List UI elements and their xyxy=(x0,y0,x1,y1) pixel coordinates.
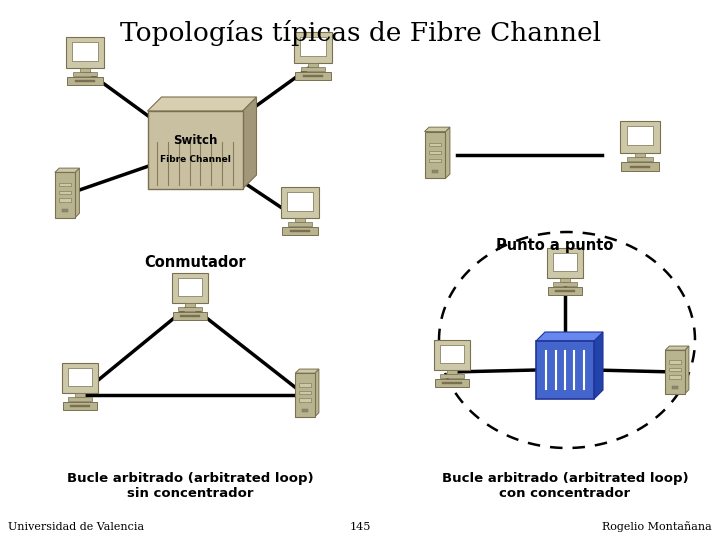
Bar xyxy=(148,111,243,189)
Polygon shape xyxy=(295,369,319,373)
Polygon shape xyxy=(55,168,79,172)
Bar xyxy=(287,222,312,226)
Bar xyxy=(171,273,208,303)
Bar xyxy=(560,278,570,282)
Bar xyxy=(626,126,654,145)
Text: Universidad de Valencia: Universidad de Valencia xyxy=(8,522,144,532)
Bar xyxy=(635,152,645,158)
Bar xyxy=(669,360,681,364)
Bar xyxy=(428,159,441,162)
Polygon shape xyxy=(148,97,256,111)
Bar xyxy=(68,368,92,386)
Bar xyxy=(186,303,194,307)
Text: Rogelio Montañana: Rogelio Montañana xyxy=(602,521,712,532)
Bar xyxy=(281,187,319,218)
Bar xyxy=(442,382,462,384)
Bar xyxy=(300,37,326,56)
Bar xyxy=(294,32,332,63)
Bar xyxy=(66,37,104,68)
Bar xyxy=(63,402,97,410)
Bar xyxy=(178,307,202,310)
Text: 145: 145 xyxy=(349,522,371,532)
Bar xyxy=(181,315,199,316)
Bar xyxy=(440,374,464,378)
Bar xyxy=(71,405,89,407)
Bar xyxy=(665,350,685,394)
Bar xyxy=(439,345,464,363)
Bar xyxy=(76,393,84,397)
Polygon shape xyxy=(446,127,450,178)
Bar xyxy=(173,312,207,320)
Text: Fibre Channel: Fibre Channel xyxy=(160,155,230,164)
Bar xyxy=(62,363,99,393)
Bar xyxy=(290,230,310,232)
Polygon shape xyxy=(594,332,603,399)
Bar xyxy=(299,399,311,402)
Bar xyxy=(308,63,318,68)
Bar xyxy=(536,341,594,399)
Bar xyxy=(447,370,456,374)
Bar xyxy=(433,340,470,370)
Bar xyxy=(621,120,660,152)
Bar xyxy=(630,166,650,167)
Text: Bucle arbitrado (arbitrated loop)
con concentrador: Bucle arbitrado (arbitrated loop) con co… xyxy=(441,472,688,500)
Bar xyxy=(295,72,331,80)
Polygon shape xyxy=(75,168,79,218)
Polygon shape xyxy=(243,97,256,189)
Polygon shape xyxy=(425,127,450,132)
Polygon shape xyxy=(315,369,319,417)
Bar xyxy=(432,170,438,173)
Bar xyxy=(425,132,446,178)
Bar xyxy=(672,386,678,389)
Bar xyxy=(303,75,323,77)
Bar xyxy=(669,375,681,379)
Bar xyxy=(59,191,71,194)
Bar xyxy=(282,227,318,235)
Polygon shape xyxy=(685,346,689,394)
Bar xyxy=(55,172,75,218)
Bar xyxy=(555,290,575,292)
Bar xyxy=(299,383,311,387)
Bar xyxy=(301,68,325,71)
Bar xyxy=(428,151,441,154)
Text: Switch: Switch xyxy=(173,134,217,147)
Polygon shape xyxy=(536,332,603,341)
Bar xyxy=(178,278,202,296)
Bar xyxy=(435,379,469,387)
Bar xyxy=(428,143,441,146)
Bar xyxy=(62,210,68,212)
Bar xyxy=(552,253,577,271)
Text: Bucle arbitrado (arbitrated loop)
sin concentrador: Bucle arbitrado (arbitrated loop) sin co… xyxy=(67,472,313,500)
Polygon shape xyxy=(665,346,689,350)
Bar xyxy=(68,397,92,401)
Bar xyxy=(295,373,315,417)
Bar xyxy=(547,287,582,295)
Bar xyxy=(73,72,97,76)
Bar xyxy=(553,282,577,286)
Text: Topologías típicas de Fibre Channel: Topologías típicas de Fibre Channel xyxy=(120,20,600,46)
Bar xyxy=(295,218,305,222)
Bar xyxy=(299,391,311,394)
Bar xyxy=(75,80,95,82)
Text: Conmutador: Conmutador xyxy=(144,255,246,270)
Bar xyxy=(72,42,98,61)
Bar xyxy=(59,198,71,202)
Text: Punto a punto: Punto a punto xyxy=(496,238,613,253)
Bar xyxy=(59,183,71,186)
Bar xyxy=(80,68,90,72)
Bar xyxy=(669,368,681,371)
Bar xyxy=(627,158,653,161)
Bar xyxy=(287,192,313,211)
Bar xyxy=(546,248,583,278)
Bar xyxy=(621,163,659,171)
Bar xyxy=(67,77,103,85)
Bar xyxy=(302,409,308,411)
